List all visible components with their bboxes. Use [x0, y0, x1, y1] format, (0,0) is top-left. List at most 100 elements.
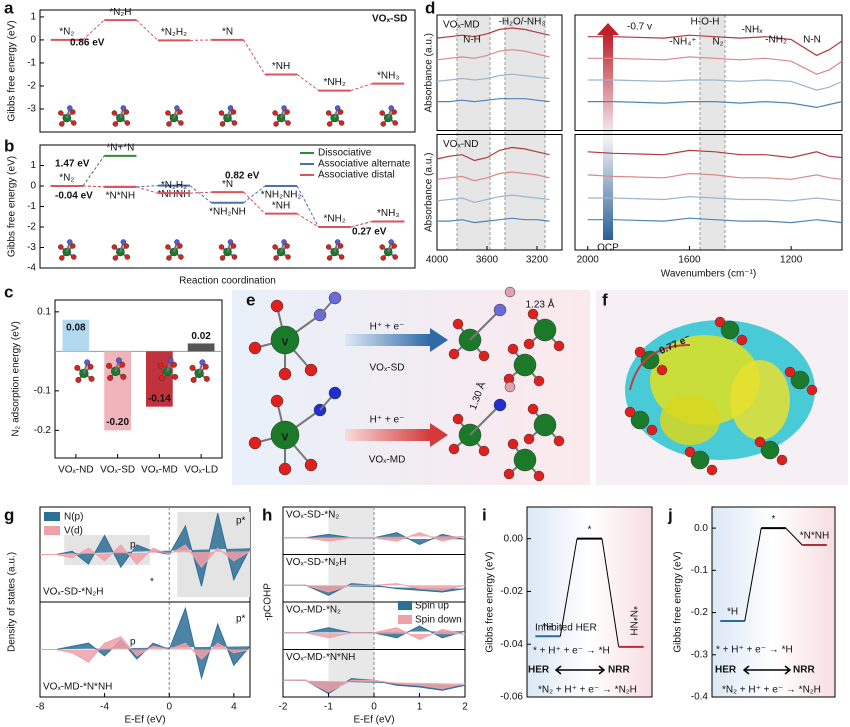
band-label: -NH₄⁺: [669, 37, 696, 48]
atom: [107, 374, 114, 381]
atom: [720, 320, 740, 340]
panel-letter: b: [4, 136, 14, 155]
connector: [82, 185, 105, 188]
atom: [553, 435, 565, 447]
diagram-label: 1.23 Å: [526, 298, 555, 311]
y-tick-label: 1: [30, 160, 36, 171]
x-tick-label: 1200: [780, 255, 803, 266]
panel-letter: e: [246, 290, 255, 309]
bond: [469, 404, 501, 436]
reaction-arrow-head: [430, 328, 448, 352]
y-tick-label: -4: [27, 263, 36, 274]
atom: [112, 255, 119, 261]
annotation: * + H⁺ + e⁻ → *H: [533, 646, 610, 657]
double-arrow: [742, 665, 792, 675]
level-label: *N₂: [59, 173, 74, 184]
atom: [75, 376, 82, 383]
atom: [533, 318, 557, 342]
diagram-label: H⁺ + e⁻: [370, 322, 405, 333]
plot-frame: [436, 14, 563, 131]
atom: [736, 334, 748, 346]
dos-area: [40, 513, 251, 587]
level-label: *NH₂NH: [209, 206, 246, 217]
atom: [380, 255, 386, 261]
charge-density: [660, 395, 720, 445]
row-label: VOₓ-SD-*N₂: [286, 510, 339, 521]
connector: [189, 191, 212, 194]
x-tick-label: 2000: [577, 255, 600, 266]
band-label: N-N: [803, 35, 821, 46]
legend-label: Associative distal: [318, 170, 395, 181]
atom: [120, 373, 127, 380]
panel-letter: h: [262, 505, 272, 524]
atom: [219, 121, 226, 127]
connector: [296, 74, 319, 91]
band-label: H-O-H: [691, 17, 720, 28]
annotation: 0.82 eV: [225, 171, 260, 182]
atom: [203, 375, 210, 382]
x-axis-label: Reaction coordination: [179, 276, 276, 287]
diagram-label: V: [282, 338, 289, 349]
level-label: *: [772, 514, 776, 525]
y-tick-label: -0.1: [34, 385, 52, 396]
panel-letter: a: [4, 0, 14, 17]
atom: [448, 348, 460, 360]
value-label: 0.08: [66, 322, 86, 333]
potential-arrow: [603, 35, 613, 240]
x-axis-label: E-Ef (eV): [353, 715, 394, 726]
atom: [167, 357, 174, 364]
atom: [170, 361, 177, 368]
panel-letter: i: [482, 505, 487, 524]
row-label: VOₓ-MD-*N*NH: [286, 652, 355, 663]
band-shade: [456, 14, 491, 251]
legend-label: V(d): [64, 526, 83, 537]
annotation: * + H⁺ + e⁻ → *H: [716, 645, 793, 656]
connector: [350, 220, 373, 228]
atom: [503, 468, 515, 480]
atom: [67, 105, 73, 111]
atom: [285, 120, 291, 126]
atom: [533, 413, 557, 437]
atom: [58, 244, 64, 250]
y-axis-label: Absorbance (a.u.): [424, 33, 435, 113]
atom: [70, 109, 76, 115]
plot-frame: [54, 299, 223, 459]
atom: [523, 338, 535, 350]
atom: [507, 343, 519, 355]
atom: [379, 244, 385, 250]
atom: [338, 120, 345, 126]
atom: [326, 121, 333, 127]
connector: [243, 185, 266, 204]
level-label: *N: [222, 179, 233, 190]
atom: [493, 398, 507, 412]
atom: [157, 362, 164, 369]
value-label: 0.02: [191, 331, 211, 342]
legend-swatch: [398, 615, 412, 624]
atom: [230, 109, 237, 115]
y-axis-label: Density of states (a.u.): [7, 552, 18, 652]
annotation: NRR: [608, 665, 630, 676]
diagram-label: V: [282, 433, 289, 444]
atom: [248, 436, 262, 450]
atom: [326, 255, 333, 261]
plot-frame: [711, 506, 836, 698]
atom: [334, 105, 341, 111]
atom: [273, 255, 279, 261]
atom: [177, 109, 183, 115]
atom: [112, 121, 119, 127]
atom: [71, 120, 77, 126]
atom: [111, 110, 118, 116]
atom: [776, 454, 788, 466]
atom: [59, 255, 65, 261]
atom: [123, 243, 130, 249]
x-tick-label: 3600: [476, 255, 499, 266]
atom: [388, 239, 394, 245]
atom: [624, 406, 636, 418]
atom: [273, 121, 279, 127]
connector: [559, 538, 578, 637]
annotation: 0.86 eV: [70, 38, 105, 49]
level-label: *NH₂: [324, 214, 346, 225]
peak-label: p: [130, 540, 136, 551]
atom: [248, 341, 262, 355]
plot-frame: [574, 14, 843, 131]
